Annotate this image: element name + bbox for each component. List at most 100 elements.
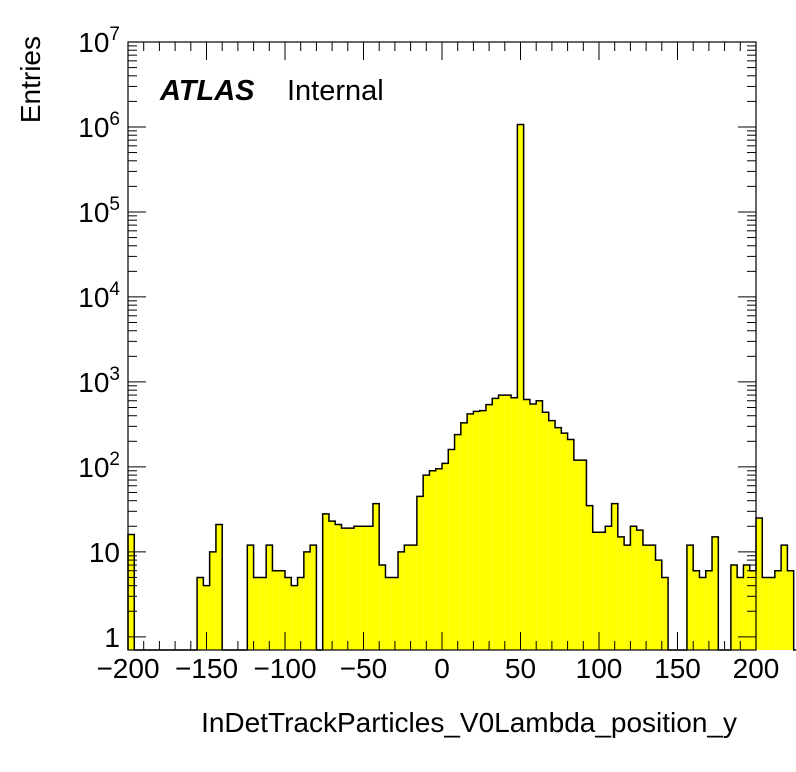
histogram-outline <box>127 123 796 651</box>
histogram-bin <box>573 460 581 650</box>
y-axis-title: Entries <box>15 36 46 123</box>
histogram-bin <box>203 585 210 650</box>
y-ticks <box>128 41 756 638</box>
x-tick-label: 0 <box>434 653 450 684</box>
histogram-bin <box>259 577 267 650</box>
histogram-bin <box>266 545 273 650</box>
histogram-bin <box>285 577 292 650</box>
y-tick-label: 104 <box>78 279 120 313</box>
x-tick-label: −50 <box>340 653 388 684</box>
histogram-bin <box>341 528 348 650</box>
histogram-bin <box>278 570 285 650</box>
histogram-bin <box>391 577 399 650</box>
histogram-bin <box>636 530 643 650</box>
histogram-bin <box>128 534 135 650</box>
atlas-label: ATLAS <box>159 75 255 107</box>
histogram-bin <box>460 422 468 650</box>
histogram-bin <box>699 577 706 650</box>
histogram-bars <box>128 124 794 651</box>
histogram-bin <box>454 434 461 650</box>
histogram-bin <box>423 475 430 650</box>
histogram-bin <box>787 570 794 650</box>
x-tick-label: −100 <box>253 653 316 684</box>
histogram-bin <box>416 496 424 650</box>
histogram-bin <box>536 400 543 650</box>
histogram-bin <box>385 577 392 650</box>
histogram-bin <box>253 577 260 650</box>
x-ticks <box>127 42 757 650</box>
histogram-bin <box>693 570 700 650</box>
histogram-bin <box>360 526 367 650</box>
histogram-bin <box>686 545 694 650</box>
y-tick-label: 105 <box>78 194 120 228</box>
histogram-bin <box>335 524 342 650</box>
histogram-bin <box>442 463 449 650</box>
histogram-bin <box>580 460 587 650</box>
histogram-bin <box>410 545 417 650</box>
histogram-bin <box>712 536 719 650</box>
histogram-bin <box>561 433 568 650</box>
histogram-bin <box>379 565 386 650</box>
histogram-bin <box>642 545 650 650</box>
histogram-bin <box>479 410 486 650</box>
x-tick-label: 150 <box>654 653 701 684</box>
histogram-bin <box>197 577 204 650</box>
histogram-bin <box>749 570 756 650</box>
x-tick-label: 100 <box>576 653 623 684</box>
histogram-bin <box>467 413 474 650</box>
histogram-bin <box>209 551 216 650</box>
histogram-bin <box>448 449 455 650</box>
histogram-bin <box>498 395 505 650</box>
histogram-bin <box>649 545 656 650</box>
y-tick-label: 107 <box>78 24 120 58</box>
histogram-bin <box>504 395 512 650</box>
histogram-bin <box>655 560 662 650</box>
y-tick-label: 1 <box>104 622 120 653</box>
histogram-bin <box>768 577 775 650</box>
histogram-bin <box>523 399 530 650</box>
histogram-bin <box>592 532 599 650</box>
histogram-bin <box>611 503 618 650</box>
y-tick-label: 102 <box>78 449 120 483</box>
histogram-bin <box>529 403 537 650</box>
histogram-bin <box>322 513 329 650</box>
y-tick-label: 10 <box>89 537 120 568</box>
histogram-bin <box>310 545 317 650</box>
histogram-step-line <box>127 123 796 651</box>
histogram-bin <box>743 565 750 650</box>
x-tick-label: −150 <box>175 653 238 684</box>
histogram-bin <box>303 551 311 650</box>
x-axis-title: InDetTrackParticles_V0Lambda_position_y <box>201 707 737 738</box>
histogram-bin <box>492 398 499 650</box>
histogram-bin <box>567 439 574 650</box>
histogram-bin <box>328 521 336 650</box>
histogram-bin <box>605 526 612 650</box>
histogram-bin <box>297 577 304 650</box>
y-tick-labels: 1 10 102 103 104 105 106 107 <box>78 24 120 653</box>
histogram-bin <box>630 526 637 650</box>
histogram-bin <box>586 505 593 650</box>
histogram-bin <box>705 570 713 650</box>
internal-label: Internal <box>287 75 384 107</box>
histogram-bin <box>756 518 763 650</box>
histogram-bin <box>599 532 606 650</box>
histogram-bin <box>617 536 625 650</box>
histogram-bin <box>372 503 380 650</box>
histogram-bin <box>737 577 744 650</box>
histogram-bin <box>542 412 549 650</box>
histogram-bin <box>485 404 493 650</box>
histogram-bin <box>774 570 782 650</box>
histogram-bin <box>247 545 254 650</box>
histogram-bin <box>435 468 442 650</box>
histogram-bin <box>354 526 361 650</box>
histogram-bin <box>272 570 279 650</box>
histogram-bin <box>347 528 355 650</box>
x-tick-labels: −200 −150 −100 −50 0 50 100 150 200 <box>96 653 779 684</box>
histogram-bin <box>398 551 405 650</box>
histogram-bin <box>404 545 411 650</box>
histogram-bin <box>517 124 524 651</box>
histogram-bin <box>762 577 769 650</box>
y-tick-label: 103 <box>78 364 120 398</box>
histogram-bin <box>624 545 631 650</box>
